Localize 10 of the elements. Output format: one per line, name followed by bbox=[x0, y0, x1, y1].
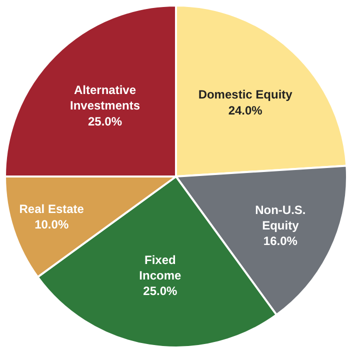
data-label: 25.0% bbox=[143, 284, 178, 298]
data-label: 10.0% bbox=[34, 218, 69, 232]
slice-label: Domestic Equity bbox=[198, 88, 293, 102]
slice-label: Fixed Income bbox=[139, 252, 182, 282]
slice-label: Real Estate bbox=[19, 202, 84, 216]
slice-label: Non-U.S. Equity bbox=[255, 203, 306, 233]
data-label: 16.0% bbox=[263, 234, 298, 248]
data-label: 25.0% bbox=[88, 114, 122, 128]
slice-label: Alternative Investments bbox=[70, 83, 140, 113]
data-label: 24.0% bbox=[228, 103, 263, 118]
